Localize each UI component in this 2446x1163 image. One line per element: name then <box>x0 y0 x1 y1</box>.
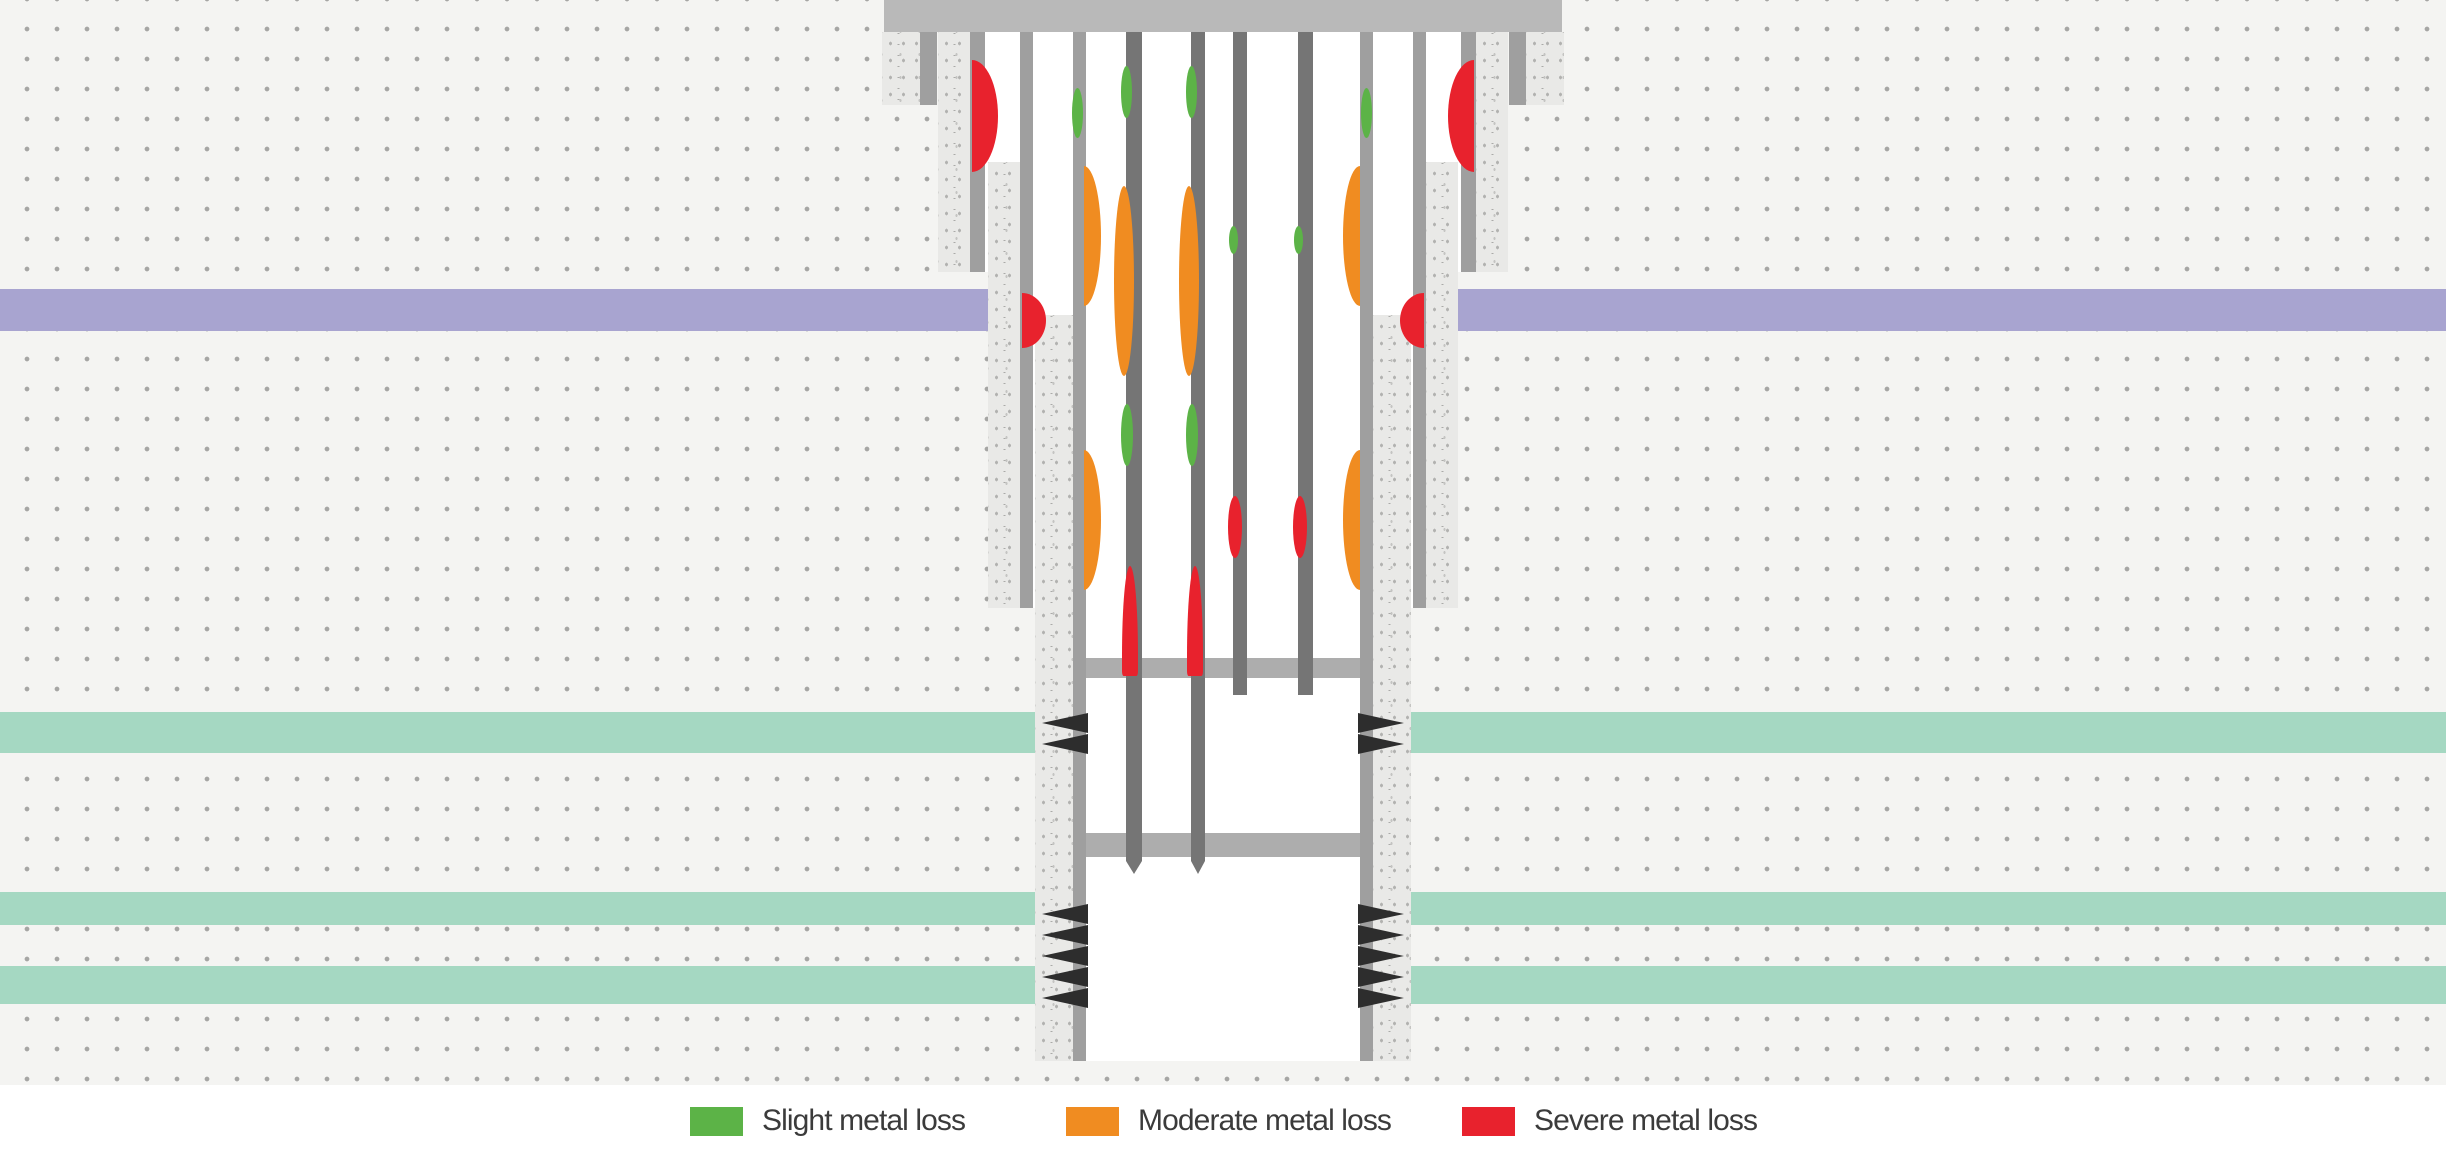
conductor-cement-left <box>882 32 920 105</box>
intermediate-cement-left <box>988 162 1020 608</box>
upper-perforation-zone-right-triangle <box>1358 734 1404 754</box>
metal-loss-slight <box>1186 404 1198 466</box>
metal-loss-slight <box>1072 88 1083 138</box>
lower-perforation-zone-right-triangle <box>1358 967 1404 987</box>
upper-perforation-zone-left-triangle <box>1042 713 1088 733</box>
metal-loss-moderate <box>1179 186 1199 376</box>
metal-loss-moderate <box>1343 450 1360 590</box>
metal-loss-slight <box>1121 404 1133 466</box>
legend-item-slight: Slight metal loss <box>690 1100 966 1142</box>
lower-perforation-zone-right-triangle <box>1358 925 1404 945</box>
metal-loss-severe <box>1122 566 1138 676</box>
short-tubing-wall-right <box>1298 32 1313 695</box>
production-casing-left <box>1073 32 1086 1061</box>
upper-perforation-zone-left-triangle <box>1042 734 1088 754</box>
metal-loss-moderate <box>1114 186 1134 376</box>
severe-metal-loss-label: Severe metal loss <box>1534 1104 1758 1137</box>
wellhead-cap <box>884 0 1562 32</box>
metal-loss-moderate <box>1343 166 1360 306</box>
lower-perforation-zone-right-triangle <box>1358 988 1404 1008</box>
packer-upper <box>1086 658 1360 678</box>
intermediate-cement-right <box>1426 162 1458 608</box>
metal-loss-moderate <box>1084 166 1101 306</box>
lower-perforation-zone-left-triangle <box>1042 988 1088 1008</box>
production-casing-right <box>1360 32 1373 1061</box>
conductor-casing-left <box>920 32 937 105</box>
legend-background-strip <box>0 1085 2446 1163</box>
metal-loss-slight <box>1361 88 1372 138</box>
surface-cement-left <box>938 32 970 272</box>
lower-perforation-zone-left-triangle <box>1042 904 1088 924</box>
lower-perforation-zone-left-triangle <box>1042 946 1088 966</box>
metal-loss-slight <box>1229 226 1238 254</box>
lower-perforation-zone-left-triangle <box>1042 925 1088 945</box>
moderate-metal-loss-swatch <box>1066 1106 1119 1136</box>
metal-loss-severe <box>1187 566 1203 676</box>
upper-perforation-zone-right-triangle <box>1358 713 1404 733</box>
legend-item-moderate: Moderate metal loss <box>1066 1100 1392 1142</box>
moderate-metal-loss-label: Moderate metal loss <box>1138 1104 1392 1137</box>
legend-item-severe: Severe metal loss <box>1462 1100 1758 1142</box>
short-tubing-wall-left <box>1233 32 1247 695</box>
surface-cement-right <box>1476 32 1508 272</box>
metal-loss-slight <box>1121 66 1132 118</box>
metal-loss-slight <box>1294 226 1303 254</box>
metal-loss-slight <box>1186 66 1197 118</box>
metal-loss-severe <box>1293 496 1307 558</box>
slight-metal-loss-label: Slight metal loss <box>762 1104 966 1137</box>
metal-loss-legend: Slight metal loss Moderate metal loss Se… <box>0 1100 2446 1146</box>
lower-perforation-zone-right-triangle <box>1358 946 1404 966</box>
metal-loss-severe <box>1228 496 1242 558</box>
conductor-casing-right <box>1509 32 1526 105</box>
lower-perforation-zone-left-triangle <box>1042 967 1088 987</box>
slight-metal-loss-swatch <box>690 1106 743 1136</box>
severe-metal-loss-swatch <box>1462 1106 1515 1136</box>
lower-perforation-zone-right-triangle <box>1358 904 1404 924</box>
conductor-cement-right <box>1526 32 1564 105</box>
metal-loss-moderate <box>1084 450 1101 590</box>
